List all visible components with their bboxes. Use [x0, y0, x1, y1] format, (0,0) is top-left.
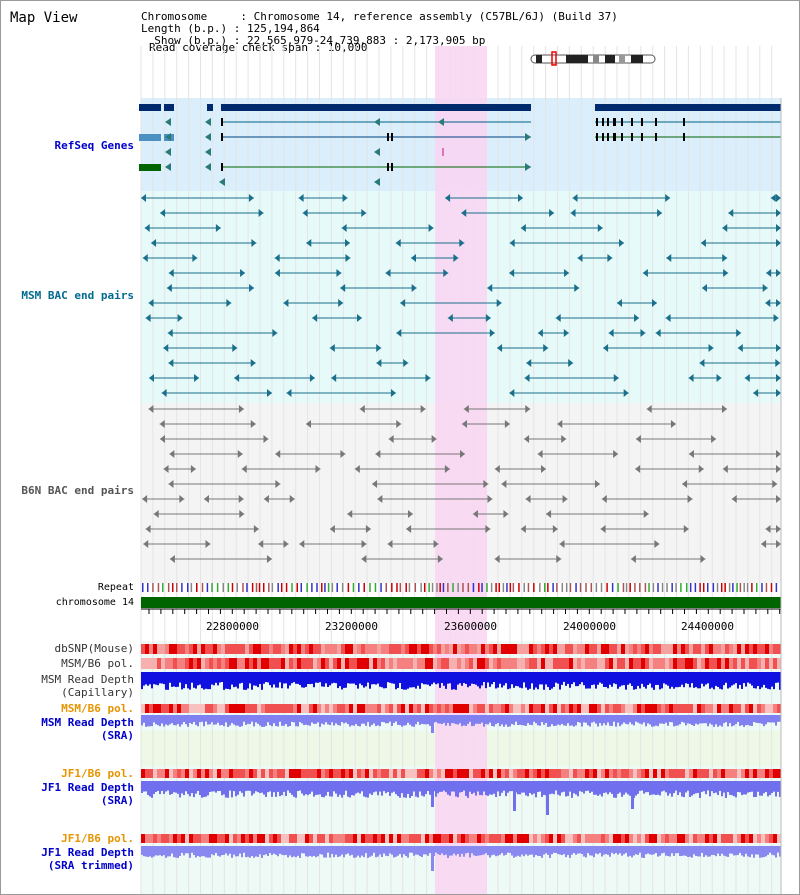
msm-depth-cap-label-2: (Capillary)	[61, 686, 134, 699]
dbsnp-track-label: dbSNP(Mouse)	[54, 642, 134, 655]
refseq-track-label[interactable]: RefSeq Genes	[54, 139, 134, 152]
read-depth-tracks[interactable]	[141, 672, 781, 871]
position-axis	[141, 608, 781, 614]
msm-depth-sra-label-1: MSM Read Depth	[41, 716, 134, 729]
msm-bac-track-label[interactable]: MSM BAC end pairs	[21, 289, 134, 302]
msm-depth-cap-label-1: MSM Read Depth	[41, 673, 134, 686]
b6n-bac-pairs[interactable]	[142, 405, 781, 563]
vertical-grid	[140, 46, 773, 894]
chromosome-header: Chromosome : Chromosome 14, reference as…	[141, 11, 618, 47]
axis-tick-label: 24000000	[563, 620, 616, 633]
msm-bac-pairs[interactable]	[141, 194, 781, 397]
jf1-depth-trim-label-2: (SRA trimmed)	[47, 859, 134, 872]
msm-depth-sra-label-2: (SRA)	[100, 729, 134, 742]
chromosome-ideogram[interactable]	[530, 51, 656, 66]
header-chromosome: Chromosome : Chromosome 14, reference as…	[141, 10, 618, 23]
heatmap-tracks[interactable]	[141, 644, 781, 843]
axis-tick-label: 22800000	[206, 620, 259, 633]
jf1-b6-pol-2-label: JF1/B6 pol.	[61, 832, 134, 845]
b6n-bac-track-label[interactable]: B6N BAC end pairs	[21, 484, 134, 497]
msm-b6-pol-sra-label: MSM/B6 pol.	[61, 702, 134, 715]
jf1-depth-sra-label-2: (SRA)	[100, 794, 134, 807]
axis-tick-label: 23600000	[444, 620, 497, 633]
jf1-b6-pol-label: JF1/B6 pol.	[61, 767, 134, 780]
chromosome-bar[interactable]	[141, 597, 781, 608]
header-show: Show (b.p.) : 22,565,979-24,739,883 : 2,…	[141, 34, 486, 47]
axis-tick-label: 24400000	[681, 620, 734, 633]
jf1-depth-sra-label-1: JF1 Read Depth	[41, 781, 134, 794]
page-title: Map View	[10, 10, 78, 26]
axis-tick-label: 23200000	[325, 620, 378, 633]
selection-highlight[interactable]	[435, 46, 487, 895]
chromosome-track-label: chromosome 14	[55, 597, 134, 608]
jf1-depth-trim-label-1: JF1 Read Depth	[41, 846, 134, 859]
header-length: Length (b.p.) : 125,194,864	[141, 22, 320, 35]
repeat-track[interactable]	[142, 583, 778, 592]
refseq-genes[interactable]	[139, 104, 781, 186]
repeat-track-label: Repeat	[97, 582, 134, 593]
header-span: Read coverage check span : 10,000	[149, 41, 368, 54]
msm-b6-pol-label: MSM/B6 pol.	[61, 657, 134, 670]
